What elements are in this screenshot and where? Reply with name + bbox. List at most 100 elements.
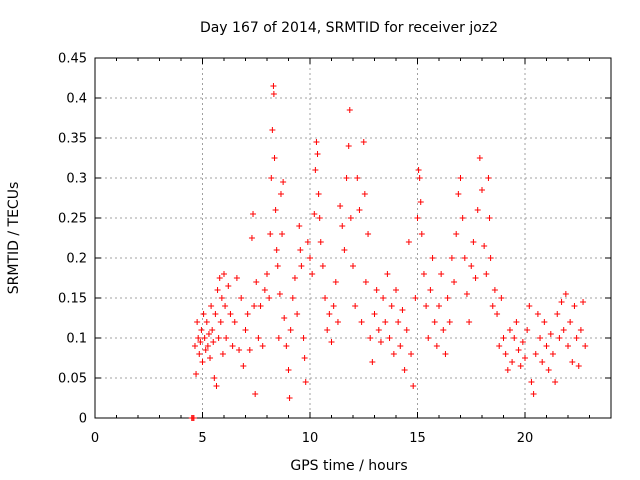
data-point — [537, 335, 544, 341]
data-point — [346, 107, 353, 113]
data-point — [431, 319, 438, 325]
data-point — [511, 335, 518, 341]
data-point — [339, 223, 346, 229]
data-point — [415, 167, 422, 173]
data-point — [489, 303, 496, 309]
data-point — [296, 223, 303, 229]
data-point — [528, 379, 535, 385]
data-point — [416, 175, 423, 181]
data-point — [300, 335, 307, 341]
data-point — [286, 395, 293, 401]
data-point — [251, 303, 258, 309]
data-point — [412, 295, 419, 301]
x-tick-label: 15 — [409, 431, 426, 446]
data-point — [212, 311, 219, 317]
data-point — [301, 355, 308, 361]
data-point — [470, 239, 477, 245]
data-point — [248, 235, 255, 241]
data-point — [294, 311, 301, 317]
data-point — [496, 343, 503, 349]
grid — [95, 58, 611, 418]
data-point — [276, 291, 283, 297]
data-point — [264, 271, 270, 277]
data-point — [328, 339, 335, 345]
data-point — [207, 355, 214, 361]
data-point — [198, 327, 205, 333]
data-point — [332, 279, 339, 285]
data-point — [420, 271, 427, 277]
data-point — [410, 383, 417, 389]
data-point — [448, 255, 455, 261]
data-point — [337, 203, 344, 209]
data-point — [429, 255, 436, 261]
data-point — [565, 343, 571, 349]
data-point — [577, 327, 584, 333]
data-point — [571, 303, 578, 309]
data-point — [532, 351, 539, 357]
data-point — [190, 415, 197, 421]
data-point — [281, 315, 288, 321]
data-point — [461, 255, 468, 261]
data-point — [580, 299, 587, 305]
data-point — [250, 211, 257, 217]
data-point — [271, 155, 278, 161]
data-point — [259, 343, 266, 349]
data-point — [216, 275, 223, 281]
y-tick-label: 0.4 — [66, 92, 87, 107]
data-point — [371, 311, 378, 317]
x-tick-label: 20 — [517, 431, 534, 446]
data-point — [436, 303, 442, 309]
data-point — [309, 271, 316, 277]
x-tick-label: 5 — [198, 431, 206, 446]
data-point — [485, 175, 492, 181]
data-point — [380, 295, 387, 301]
data-point — [275, 335, 282, 341]
data-point — [240, 363, 247, 369]
data-point — [384, 271, 391, 277]
data-point — [545, 367, 552, 373]
data-point — [455, 191, 462, 197]
data-point — [513, 319, 520, 325]
data-point — [215, 335, 222, 341]
data-point — [356, 207, 363, 213]
data-point — [285, 367, 292, 373]
data-point — [218, 295, 225, 301]
data-point — [543, 343, 550, 349]
y-tick-label: 0.45 — [58, 52, 87, 67]
data-point — [549, 351, 556, 357]
data-point — [397, 343, 404, 349]
data-point — [316, 215, 323, 221]
data-point — [560, 327, 567, 333]
data-point — [442, 351, 449, 357]
data-point — [558, 299, 565, 305]
data-point — [519, 339, 526, 345]
data-point — [279, 231, 286, 237]
data-point — [438, 271, 445, 277]
data-point — [194, 319, 201, 325]
data-point — [367, 335, 374, 341]
data-point — [231, 319, 238, 325]
data-point — [202, 347, 209, 353]
y-tick-label: 0.25 — [58, 212, 87, 227]
data-point — [423, 303, 430, 309]
data-point — [233, 275, 240, 281]
data-point — [270, 91, 277, 97]
data-point — [440, 327, 447, 333]
data-point — [382, 319, 389, 325]
data-point — [253, 279, 260, 285]
data-point — [487, 255, 494, 261]
data-point — [274, 263, 281, 269]
data-point — [297, 247, 304, 253]
data-point — [479, 187, 485, 193]
data-point — [205, 331, 212, 337]
data-point — [481, 243, 488, 249]
data-point — [556, 335, 563, 341]
data-point — [345, 143, 352, 149]
data-point — [352, 303, 359, 309]
data-point — [304, 239, 311, 245]
data-point — [476, 155, 483, 161]
data-point — [569, 359, 576, 365]
data-point — [403, 327, 410, 333]
data-point — [244, 311, 251, 317]
data-point — [453, 231, 460, 237]
